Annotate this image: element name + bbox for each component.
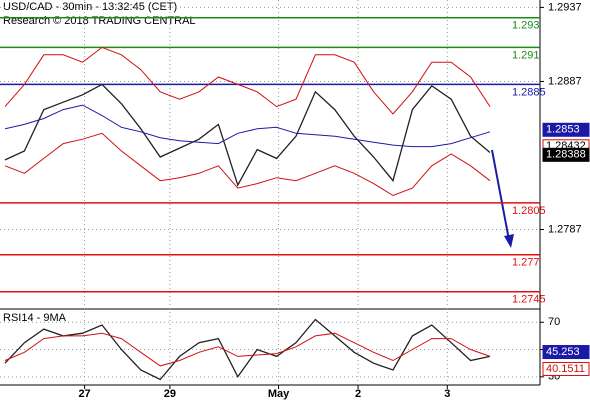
price-tag	[542, 122, 590, 137]
y-tick-label: 1.2937	[548, 1, 582, 13]
price-tag-label: 40.1511	[546, 363, 585, 375]
level-label: 1.2885	[512, 86, 546, 98]
series-line	[4, 332, 491, 367]
level-label: 1.2805	[512, 205, 546, 217]
price-tag	[542, 361, 590, 376]
level-label: 1.2745	[512, 294, 546, 306]
series-line	[4, 83, 491, 187]
x-tick-label: 29	[164, 388, 176, 400]
arrow-head	[504, 234, 514, 248]
arrow-shaft	[491, 149, 510, 241]
series-line	[4, 104, 491, 148]
price-tag	[542, 345, 590, 360]
series-line	[4, 318, 491, 381]
level-label: 1.293	[512, 20, 540, 32]
price-tag-label: 1.28388	[546, 149, 586, 161]
forecast-arrow	[491, 149, 514, 248]
y-tick-label: 1.2787	[548, 223, 582, 235]
series-line	[4, 46, 491, 115]
y-tick-label: 70	[548, 316, 560, 328]
y-tick-label: 1.2887	[548, 75, 582, 87]
x-tick-label: 2	[355, 388, 361, 400]
rsi-title: RSI14 - 9MA	[3, 312, 67, 324]
x-tick-label: May	[268, 388, 290, 400]
chart-subtitle: Research © 2018 TRADING CENTRAL	[3, 15, 196, 27]
x-tick-label: 27	[78, 388, 90, 400]
level-label: 1.277	[512, 257, 540, 269]
chart-title: USD/CAD - 30min - 13:32:45 (CET)	[3, 1, 177, 13]
price-tag-label: 1.2853	[546, 124, 580, 136]
price-tag	[542, 147, 590, 162]
series-line	[4, 132, 491, 197]
x-tick-label: 3	[444, 388, 450, 400]
price-tag-label: 45.253	[546, 346, 580, 358]
level-label: 1.291	[512, 49, 540, 61]
